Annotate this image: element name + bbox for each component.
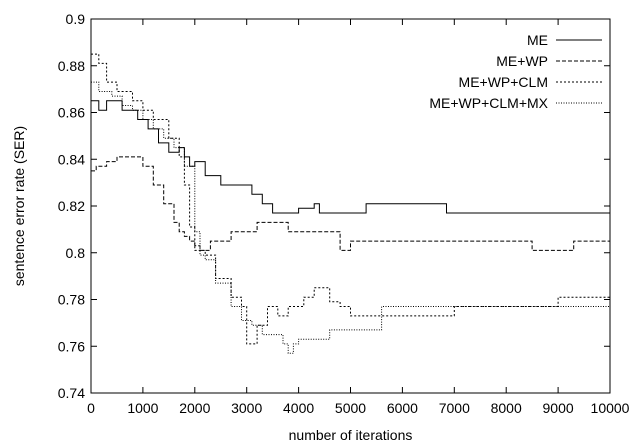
x-tick-label: 2000 [179, 400, 210, 416]
series-line-2 [91, 53, 610, 345]
series-layer [91, 53, 610, 354]
series-line-1 [91, 156, 610, 251]
y-tick-label: 0.76 [58, 338, 85, 354]
x-axis-label: number of iterations [289, 427, 413, 443]
x-tick-label: 1000 [127, 400, 158, 416]
y-axis-label: sentence error rate (SER) [11, 126, 27, 286]
y-tick-label: 0.82 [58, 198, 85, 214]
x-tick-label: 9000 [543, 400, 574, 416]
x-tick-label: 7000 [439, 400, 470, 416]
y-tick-label: 0.9 [66, 11, 86, 27]
y-tick-label: 0.78 [58, 292, 85, 308]
y-tick-label: 0.88 [58, 58, 85, 74]
x-tick-label: 10000 [591, 400, 630, 416]
y-tick-label: 0.74 [58, 385, 85, 401]
legend-label: ME+WP+CLM+MX [429, 95, 548, 111]
series-line-3 [91, 81, 610, 354]
legend: ME ME+WP ME+WP+CLM ME+WP+CLM+MX [429, 32, 602, 111]
x-tick-label: 0 [87, 400, 95, 416]
series-line-0 [91, 100, 610, 214]
legend-label: ME+WP+CLM [459, 74, 548, 90]
x-tick-label: 5000 [335, 400, 366, 416]
y-tick-label: 0.8 [66, 245, 86, 261]
y-tick-label: 0.84 [58, 151, 85, 167]
x-tick-label: 4000 [283, 400, 314, 416]
y-tick-label: 0.86 [58, 105, 85, 121]
x-tick-label: 3000 [231, 400, 262, 416]
x-tick-label: 8000 [491, 400, 522, 416]
legend-label: ME [527, 32, 548, 48]
x-tick-label: 6000 [387, 400, 418, 416]
legend-label: ME+WP [496, 53, 548, 69]
tick-layer: 0 1000 2000 3000 4000 5000 6000 7000 8000 9000 100… [58, 11, 630, 416]
